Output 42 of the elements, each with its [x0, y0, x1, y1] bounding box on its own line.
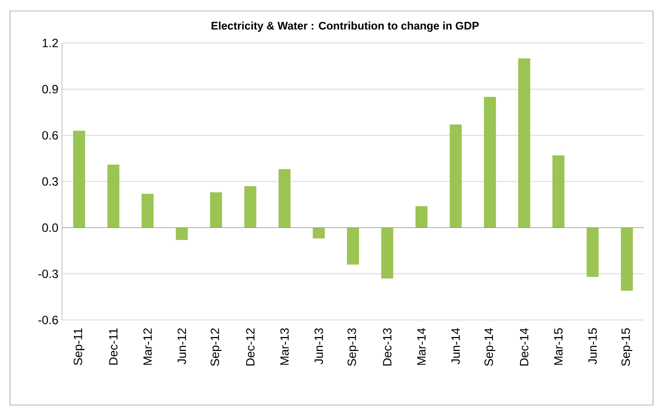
- y-tick-label: 0.3: [42, 177, 58, 186]
- bar: [244, 186, 256, 228]
- x-tick-label: Jun-12: [178, 328, 186, 364]
- chart-title: Electricity & Water : Contribution to change in GDP: [212, 22, 479, 32]
- bar: [620, 228, 633, 291]
- bar: [518, 58, 530, 228]
- y-tick-label: -0.6: [38, 316, 58, 324]
- bar: [142, 194, 154, 228]
- bar: [210, 192, 222, 228]
- x-tick-label: Sep-11: [74, 328, 85, 366]
- bar: [450, 124, 462, 228]
- bar: [347, 228, 360, 265]
- y-tick-label: -0.3: [38, 270, 58, 278]
- y-tick-label: 0.6: [42, 131, 58, 140]
- x-tick-label: Sep-14: [484, 328, 496, 366]
- x-tick-label: Mar-13: [280, 328, 289, 365]
- x-tick-label: Jun-15: [588, 328, 597, 364]
- bar: [552, 155, 564, 228]
- x-tick-label: Jun-14: [452, 328, 460, 364]
- bar: [586, 228, 599, 277]
- x-tick-label: Dec-11: [109, 328, 118, 365]
- x-tick-label: Jun-13: [314, 328, 324, 364]
- x-tick-label: Mar-14: [417, 328, 426, 365]
- x-tick-label: Mar-12: [143, 328, 152, 365]
- y-tick-label: 0.0: [42, 223, 58, 232]
- x-tick-label: Dec-14: [520, 328, 528, 366]
- x-tick-label: Sep-15: [621, 328, 632, 366]
- y-tick-label: 1.2: [42, 38, 58, 48]
- bar: [278, 169, 291, 228]
- bar: [484, 96, 496, 228]
- x-tick-label: Dec-12: [246, 328, 255, 366]
- bar: [176, 228, 188, 240]
- bar: [107, 164, 120, 228]
- x-tick-label: Sep-12: [210, 328, 222, 366]
- x-tick-label: Dec-13: [382, 328, 392, 366]
- y-tick-label: 0.9: [42, 84, 58, 94]
- bar: [415, 206, 428, 228]
- x-tick-label: Sep-13: [348, 328, 358, 366]
- bar: [73, 130, 86, 228]
- bar: [381, 228, 394, 278]
- x-tick-label: Mar-15: [554, 328, 563, 365]
- bar: [312, 228, 325, 238]
